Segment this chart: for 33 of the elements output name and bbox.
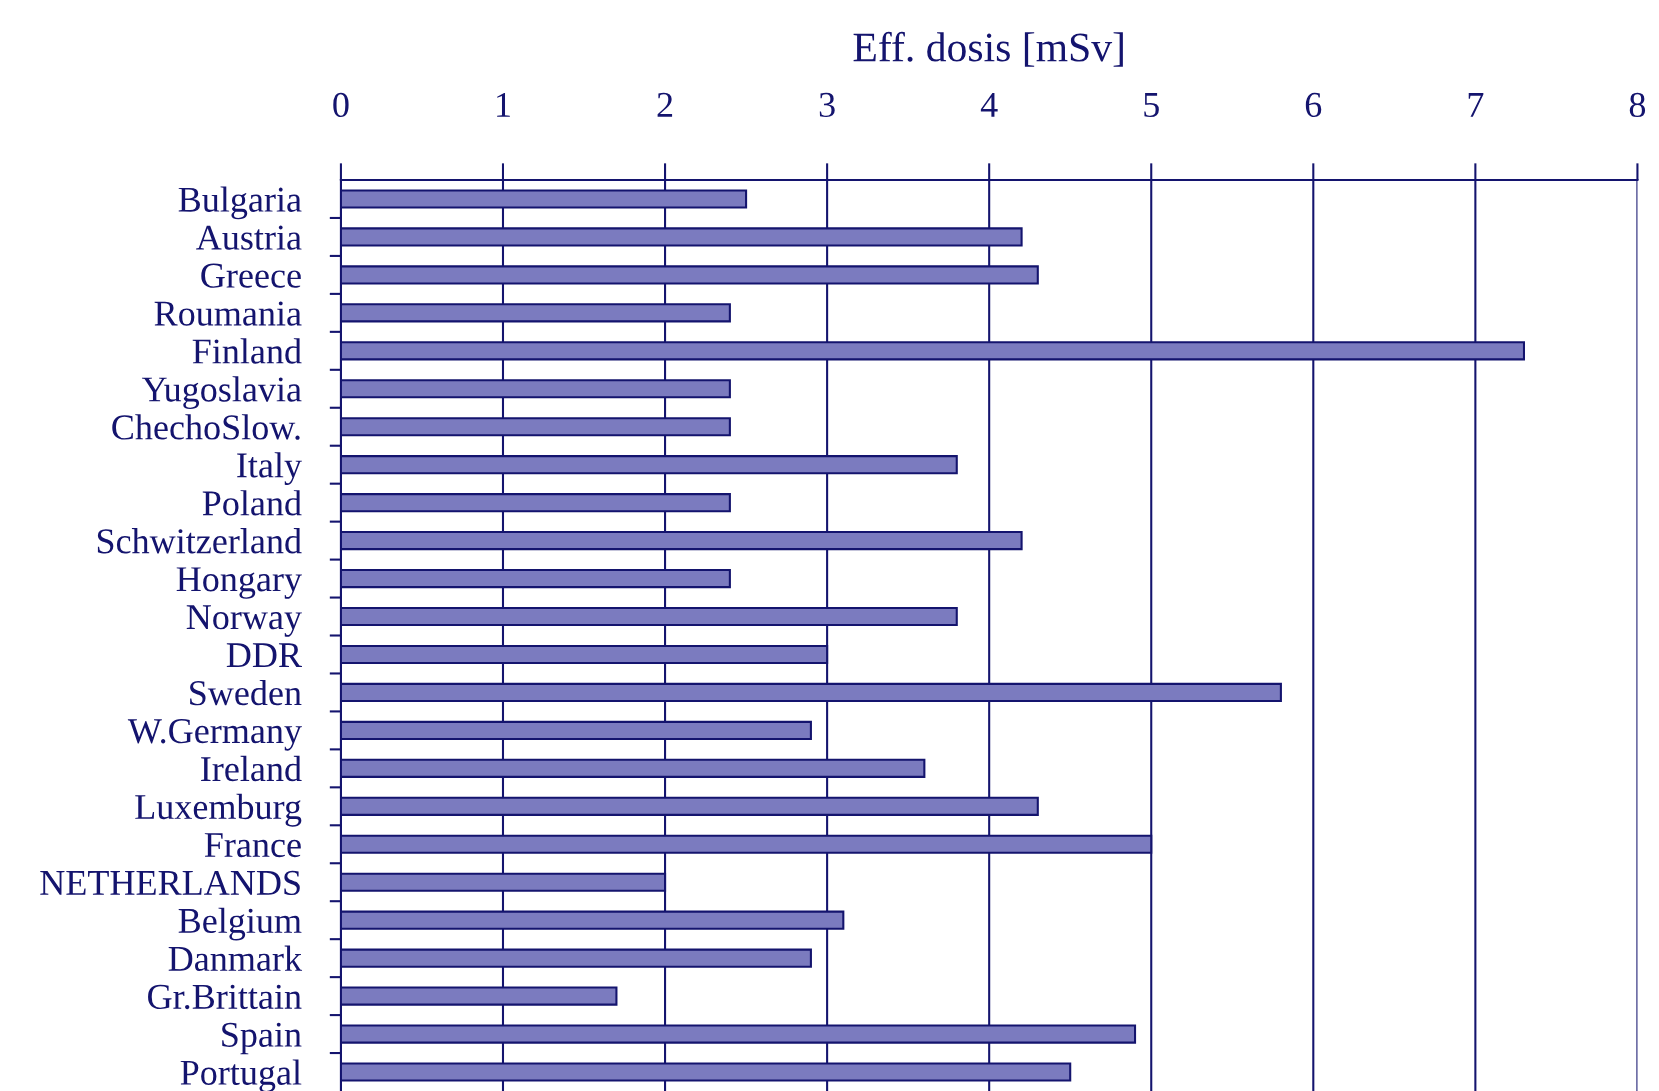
y-tick-label: Hongary	[176, 567, 302, 599]
x-tick-label: 1	[497, 92, 510, 117]
y-tick-label: ChechoSlow.	[112, 414, 300, 440]
y-tick-label: Italy	[237, 452, 302, 486]
x-tick-label: 7	[1468, 93, 1484, 117]
x-tick-label: 8	[1629, 92, 1646, 118]
x-tick-label: 2	[657, 92, 673, 117]
y-tick-label: DDR	[226, 643, 302, 668]
y-tick-label: France	[204, 833, 301, 858]
y-tick-label: NETHERLANDS	[40, 870, 300, 896]
y-tick-label: Finland	[192, 338, 302, 364]
y-tick-label: Schwitzerland	[97, 528, 302, 554]
y-tick-label: Gr.Brittain	[148, 984, 302, 1010]
y-tick-label: W.Germany	[127, 718, 302, 751]
y-tick-label: Spain	[222, 1022, 302, 1055]
y-tick-label: Bulgaria	[178, 186, 302, 220]
y-tick-label: Norway	[186, 605, 302, 637]
x-tick-label: 6	[1305, 92, 1322, 118]
y-tick-label: Greece	[201, 263, 301, 288]
x-tick-label: 5	[1144, 93, 1159, 118]
x-axis-title: Eff. dosis [mSv]	[853, 31, 1123, 67]
y-tick-label: Ireland	[201, 755, 302, 782]
y-tick-label: Sweden	[190, 679, 302, 706]
x-tick-label: 4	[980, 93, 998, 117]
y-tick-label: Poland	[202, 490, 302, 516]
y-tick-label: Belgium	[178, 907, 302, 941]
y-tick-label: Luxemburg	[135, 793, 302, 827]
y-tick-label: Austria	[196, 225, 302, 250]
x-tick-label: 0	[333, 92, 349, 118]
y-tick-label: Danmark	[168, 945, 303, 972]
x-tick-label: 3	[819, 92, 835, 118]
y-tick-label: Roumania	[154, 301, 302, 326]
y-tick-label: Yugoslavia	[141, 376, 302, 410]
